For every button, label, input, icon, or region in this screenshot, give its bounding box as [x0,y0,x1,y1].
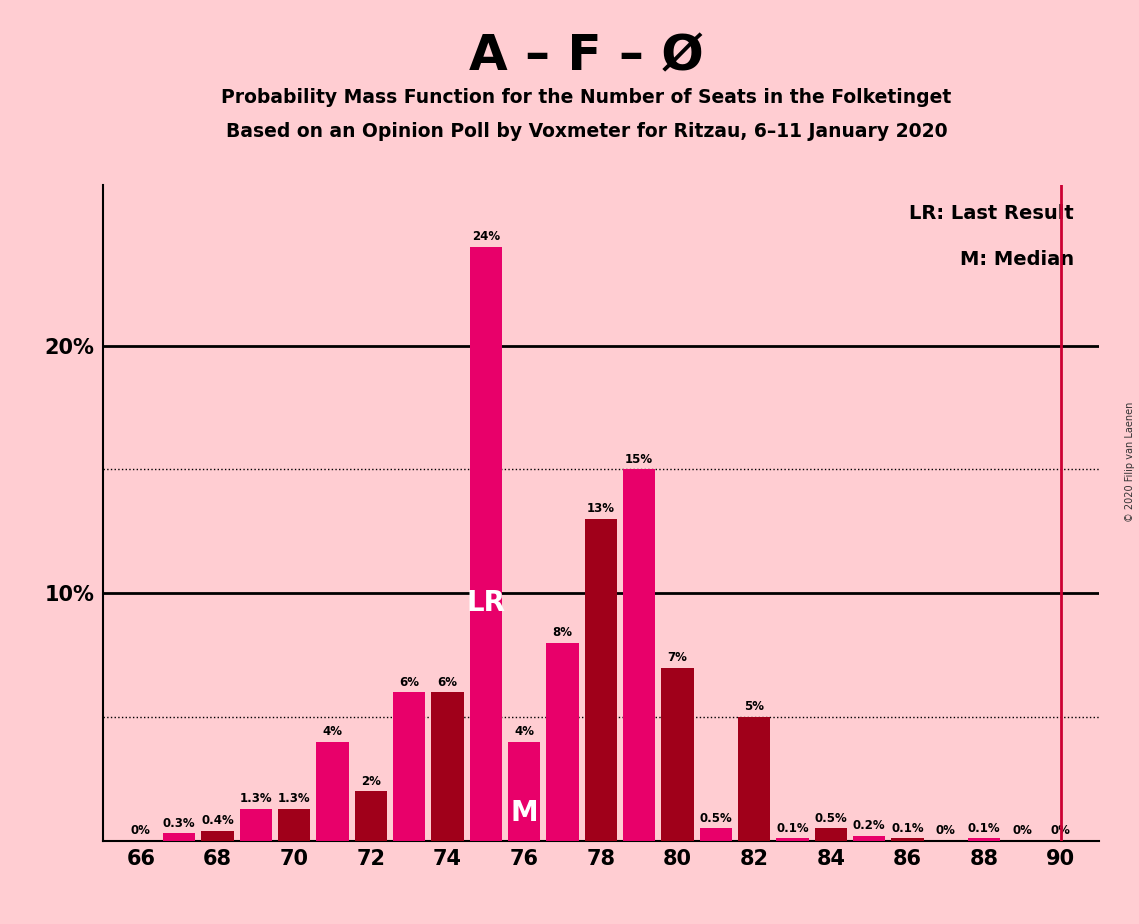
Text: M: Median: M: Median [960,250,1074,270]
Bar [968,838,1000,841]
Text: A – F – Ø: A – F – Ø [469,32,704,80]
Bar [202,831,233,841]
Bar [354,791,387,841]
Text: LR: LR [466,590,506,617]
Text: 1.3%: 1.3% [278,792,311,805]
Bar [853,836,885,841]
Text: 6%: 6% [399,675,419,688]
Bar [469,247,502,841]
Text: 0%: 0% [936,824,956,837]
Text: 15%: 15% [625,453,654,466]
Text: M: M [510,799,538,827]
Bar [317,742,349,841]
Text: 0.5%: 0.5% [814,812,847,825]
Bar [508,742,540,841]
Text: 5%: 5% [744,700,764,713]
Bar [547,643,579,841]
Text: 8%: 8% [552,626,573,639]
Bar [738,717,770,841]
Bar [662,667,694,841]
Text: 4%: 4% [514,725,534,738]
Bar [623,469,655,841]
Text: 0%: 0% [1051,824,1071,837]
Text: 0.3%: 0.3% [163,817,196,830]
Bar [163,833,196,841]
Bar [814,829,847,841]
Text: 2%: 2% [361,774,380,787]
Bar [239,808,272,841]
Bar [699,829,732,841]
Text: 0.1%: 0.1% [776,821,809,834]
Text: 0%: 0% [131,824,150,837]
Text: 0.1%: 0.1% [968,821,1000,834]
Text: 6%: 6% [437,675,458,688]
Text: 24%: 24% [472,230,500,243]
Bar [891,838,924,841]
Bar [278,808,311,841]
Text: Probability Mass Function for the Number of Seats in the Folketinget: Probability Mass Function for the Number… [221,88,952,107]
Text: 0.2%: 0.2% [853,820,885,833]
Text: 13%: 13% [587,503,615,516]
Text: 0%: 0% [1013,824,1032,837]
Bar [393,692,426,841]
Bar [584,519,617,841]
Text: LR: Last Result: LR: Last Result [909,204,1074,224]
Text: Based on an Opinion Poll by Voxmeter for Ritzau, 6–11 January 2020: Based on an Opinion Poll by Voxmeter for… [226,122,948,141]
Text: © 2020 Filip van Laenen: © 2020 Filip van Laenen [1125,402,1134,522]
Bar [432,692,464,841]
Text: 1.3%: 1.3% [239,792,272,805]
Bar [776,838,809,841]
Text: 4%: 4% [322,725,343,738]
Text: 0.4%: 0.4% [202,814,233,827]
Text: 7%: 7% [667,650,688,663]
Text: 0.5%: 0.5% [699,812,732,825]
Text: 0.1%: 0.1% [891,821,924,834]
